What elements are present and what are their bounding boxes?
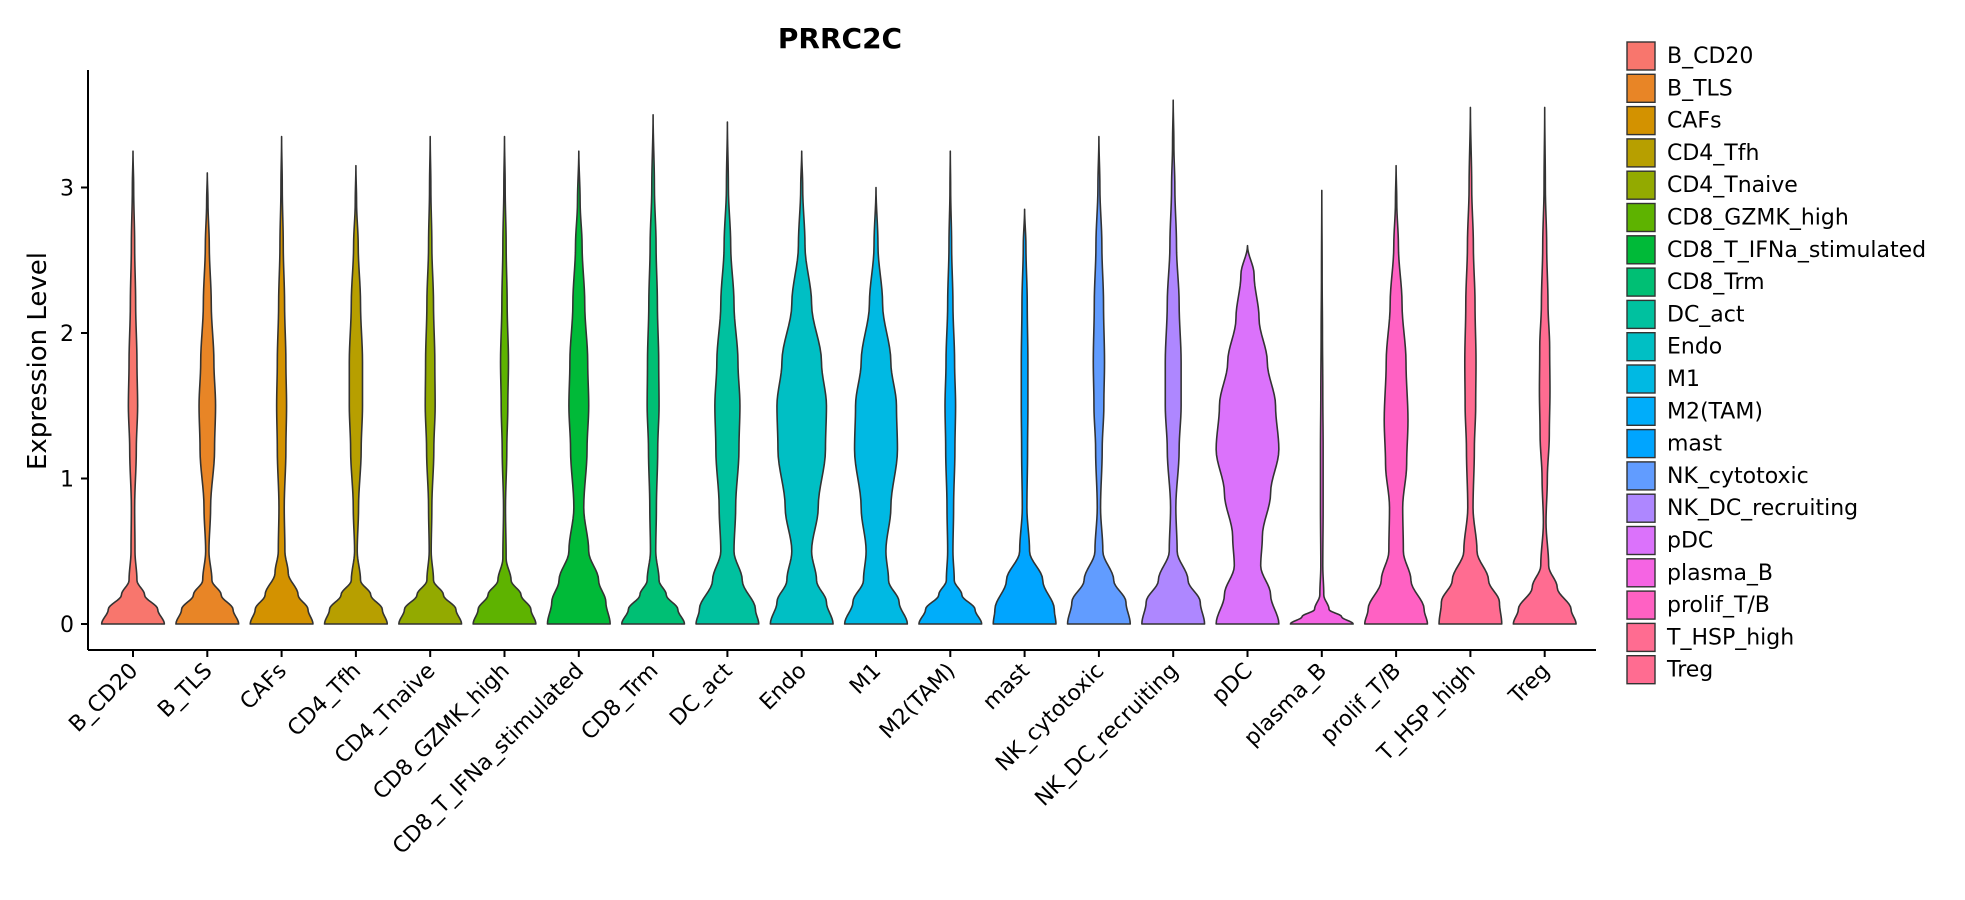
legend-swatch-M1 — [1626, 364, 1656, 394]
violin-B_TLS — [175, 172, 240, 625]
violin-M2(TAM) — [918, 150, 983, 625]
legend-swatch-CD8_Trm — [1626, 267, 1656, 297]
violin-CD4_Tfh — [323, 164, 389, 625]
chart-title: PRRC2C — [778, 22, 902, 55]
legend: B_CD20 B_TLS CAFs CD4_Tfh CD4_Tnaive CD8_GZMK… — [1626, 41, 1926, 685]
violin-CD8_GZMK_high — [472, 135, 537, 625]
legend-swatch-CAFs — [1626, 105, 1656, 136]
legend-label: CD4_Tfh — [1667, 141, 1759, 166]
legend-swatch-B_TLS — [1626, 73, 1656, 104]
violin-T_HSP_high — [1438, 106, 1503, 625]
legend-label: CAFs — [1667, 109, 1722, 134]
legend-swatch-CD4_Tfh — [1626, 138, 1656, 168]
x-tick-label: B_TLS — [153, 659, 217, 723]
violin-mast — [992, 208, 1057, 625]
legend-label: B_CD20 — [1667, 44, 1753, 69]
violin-pDC — [1215, 244, 1280, 625]
legend-label: prolif_T/B — [1667, 593, 1770, 618]
legend-label: DC_act — [1667, 302, 1745, 327]
legend-swatch-B_CD20 — [1626, 41, 1656, 71]
y-axis-title: Expression Level — [23, 252, 53, 470]
x-tick-label: M2(TAM) — [875, 659, 960, 744]
violin-CD8_Trm — [620, 113, 686, 625]
legend-label: M1 — [1667, 367, 1700, 392]
x-tick-label: Treg — [1504, 659, 1555, 710]
legend-swatch-NK_DC_recruiting — [1626, 493, 1656, 523]
violin-plasma_B — [1289, 189, 1354, 625]
legend-label: plasma_B — [1667, 561, 1773, 586]
legend-label: NK_DC_recruiting — [1667, 496, 1858, 521]
violin-DC_act — [695, 121, 760, 625]
violin-CD4_Tnaive — [398, 135, 463, 625]
x-tick-label: pDC — [1207, 659, 1257, 709]
x-tick-label: B_CD20 — [64, 659, 143, 738]
violin-CAFs — [249, 135, 314, 625]
legend-swatch-prolif_T/B — [1626, 590, 1656, 620]
legend-swatch-plasma_B — [1626, 558, 1656, 588]
legend-label: mast — [1667, 432, 1722, 457]
y-tick-label: 3 — [60, 177, 74, 202]
legend-swatch-pDC — [1626, 525, 1656, 556]
x-tick-label: Endo — [755, 659, 812, 716]
x-tick-label: CAFs — [236, 659, 292, 715]
legend-swatch-M2(TAM) — [1626, 396, 1656, 426]
y-tick-label: 0 — [60, 613, 74, 638]
legend-swatch-CD4_Tnaive — [1626, 170, 1656, 200]
legend-swatch-CD8_GZMK_high — [1626, 202, 1656, 233]
violin-Endo — [769, 150, 834, 625]
x-tick-label: CD8_GZMK_high — [369, 659, 515, 805]
x-tick-label: DC_act — [665, 658, 738, 731]
legend-label: Endo — [1667, 335, 1722, 360]
legend-label: M2(TAM) — [1667, 399, 1763, 424]
violin-NK_cytotoxic — [1066, 135, 1132, 625]
legend-label: CD4_Tnaive — [1667, 173, 1798, 198]
legend-swatch-mast — [1626, 428, 1656, 459]
violin-CD8_T_IFNa_stimulated — [546, 150, 611, 625]
legend-swatch-Treg — [1626, 655, 1656, 685]
violin-Treg — [1512, 106, 1577, 625]
y-tick-label: 1 — [60, 468, 74, 493]
x-tick-label: mast — [978, 658, 1035, 715]
legend-label: CD8_T_IFNa_stimulated — [1667, 238, 1926, 263]
legend-swatch-CD8_T_IFNa_stimulated — [1626, 235, 1656, 265]
violin-prolif_T/B — [1363, 164, 1429, 625]
x-tick-label: CD8_Trm — [577, 659, 664, 746]
violin-M1 — [843, 186, 909, 625]
legend-label: T_HSP_high — [1666, 625, 1794, 650]
violin-NK_DC_recruiting — [1141, 99, 1206, 625]
legend-label: pDC — [1667, 529, 1713, 554]
legend-swatch-T_HSP_high — [1626, 622, 1656, 653]
x-tick-label: NK_DC_recruiting — [1031, 659, 1184, 812]
legend-label: NK_cytotoxic — [1667, 464, 1809, 489]
legend-label: CD8_Trm — [1667, 270, 1765, 295]
x-tick-label: M1 — [845, 659, 886, 700]
legend-label: B_TLS — [1667, 76, 1733, 101]
legend-swatch-Endo — [1626, 332, 1656, 362]
legend-swatch-DC_act — [1626, 299, 1656, 330]
violin-B_CD20 — [100, 150, 166, 625]
legend-label: CD8_GZMK_high — [1667, 206, 1849, 231]
legend-label: Treg — [1666, 658, 1713, 683]
y-tick-label: 2 — [60, 322, 74, 347]
legend-swatch-NK_cytotoxic — [1626, 461, 1656, 491]
